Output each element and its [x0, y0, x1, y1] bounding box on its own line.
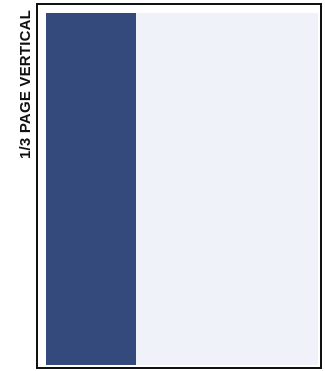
page-area: [46, 13, 318, 365]
side-label-area: 1/3 PAGE VERTICAL: [0, 0, 36, 371]
one-third-vertical-ad-block: [46, 13, 136, 365]
page-frame: [36, 3, 322, 369]
ad-size-label: 1/3 PAGE VERTICAL: [17, 10, 34, 159]
